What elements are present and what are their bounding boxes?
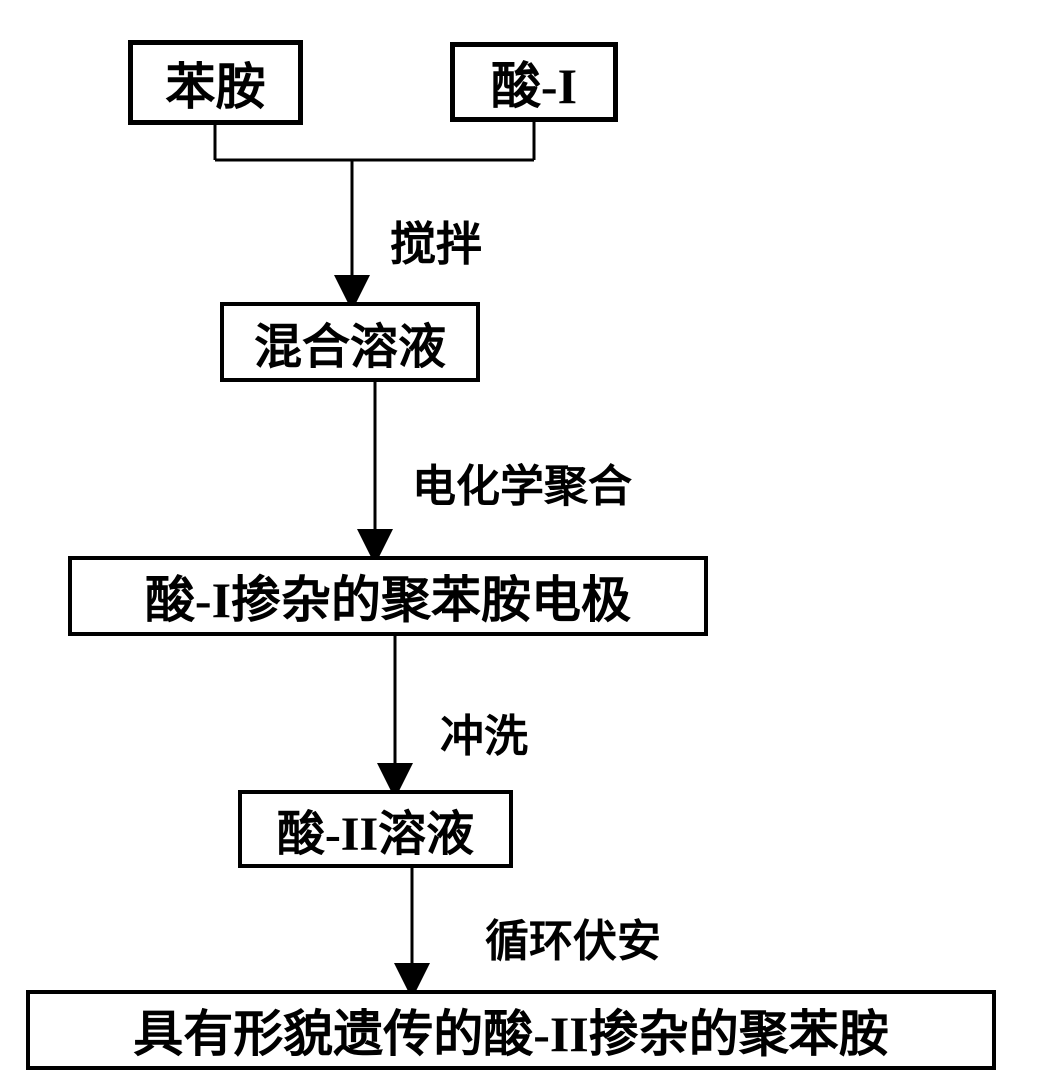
edge-label-stir: 搅拌	[390, 208, 482, 274]
node-mixed-solution: 混合溶液	[220, 302, 480, 382]
node-label: 具有形貌遗传的酸-II掺杂的聚苯胺	[133, 994, 889, 1066]
node-label: 酸-I	[491, 46, 577, 118]
edge-label-poly: 电化学聚合	[412, 450, 632, 514]
node-pani-electrode: 酸-I掺杂的聚苯胺电极	[68, 556, 708, 636]
flowchart-canvas: 苯胺 酸-I 混合溶液 酸-I掺杂的聚苯胺电极 酸-II溶液 具有形貌遗传的酸-…	[0, 0, 1058, 1086]
edge-label-rinse: 冲洗	[440, 700, 528, 764]
edge-label-cv: 循环伏安	[485, 905, 661, 969]
node-label: 酸-I掺杂的聚苯胺电极	[145, 560, 631, 632]
node-label: 混合溶液	[254, 307, 446, 377]
node-label: 苯胺	[166, 47, 266, 119]
node-label: 酸-II溶液	[277, 794, 474, 864]
node-acid-1: 酸-I	[450, 42, 618, 122]
node-final-product: 具有形貌遗传的酸-II掺杂的聚苯胺	[26, 990, 996, 1070]
node-acid-2-solution: 酸-II溶液	[238, 790, 513, 868]
node-aniline: 苯胺	[128, 40, 303, 125]
